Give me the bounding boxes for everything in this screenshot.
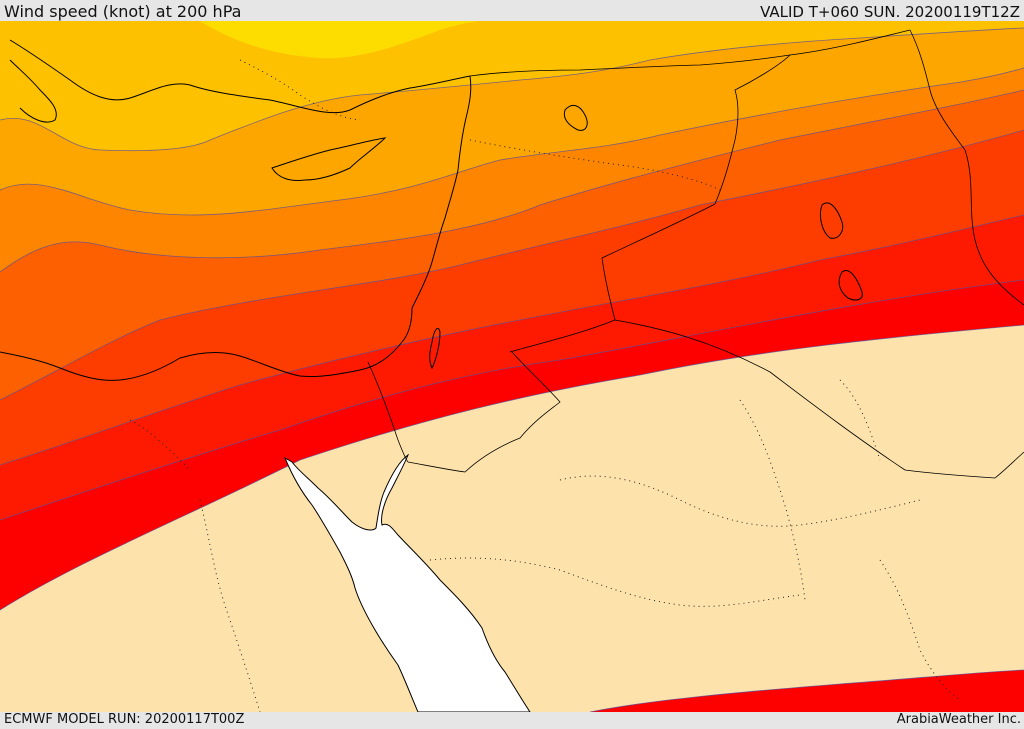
coastline-caspian-lake — [563, 104, 588, 131]
contour-line — [0, 67, 1024, 216]
contour-line — [0, 214, 1024, 466]
border-jordan-iraq — [509, 203, 716, 353]
coastline-cyprus — [271, 137, 387, 181]
border-turkey-syria — [469, 29, 911, 77]
coastline-dead-sea — [429, 327, 441, 370]
wind-band-south — [590, 670, 1024, 712]
border-iran-iraq — [909, 29, 1024, 306]
admin-boundary — [839, 379, 881, 461]
border-jordan-saudi — [407, 351, 561, 473]
title-bar: Wind speed (knot) at 200 hPa VALID T+060… — [0, 0, 1024, 21]
contour-line — [0, 89, 1024, 273]
contour-line — [0, 324, 1024, 611]
valid-time: VALID T+060 SUN. 20200119T12Z — [760, 3, 1020, 21]
wind-speed-map[interactable] — [0, 21, 1024, 712]
contour-line — [0, 279, 1024, 521]
wind-band-8 — [200, 21, 480, 59]
admin-boundary — [559, 475, 921, 527]
coastline-levant — [411, 75, 472, 309]
coastline-north-africa — [0, 307, 413, 381]
coastline-aegean — [9, 59, 57, 123]
map-canvas — [0, 21, 1024, 712]
credit: ArabiaWeather Inc. — [896, 712, 1021, 727]
contour-line — [589, 669, 1024, 712]
coastline-gulf-lake — [819, 202, 844, 239]
border-syria-iraq — [714, 54, 791, 205]
model-run: ECMWF MODEL RUN: 20200117T00Z — [4, 712, 245, 727]
admin-boundary — [239, 59, 361, 121]
border-egypt-israel — [367, 361, 409, 463]
admin-boundary — [129, 419, 191, 471]
coastline-gulf-lake-2 — [838, 270, 863, 301]
footer-bar: ECMWF MODEL RUN: 20200117T00Z ArabiaWeat… — [0, 712, 1024, 729]
wind-band-7 — [0, 21, 1024, 151]
coastline-turkey — [9, 39, 471, 114]
map-title: Wind speed (knot) at 200 hPa — [4, 2, 242, 21]
contour-line — [0, 129, 1024, 401]
contour-line — [0, 27, 1024, 152]
border-saudi-iraq — [614, 319, 1024, 479]
red-sea — [283, 453, 531, 712]
